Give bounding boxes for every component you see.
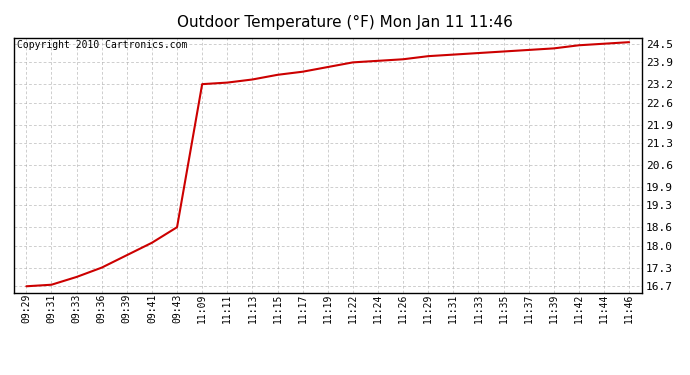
Text: Outdoor Temperature (°F) Mon Jan 11 11:46: Outdoor Temperature (°F) Mon Jan 11 11:4… (177, 15, 513, 30)
Text: Copyright 2010 Cartronics.com: Copyright 2010 Cartronics.com (17, 40, 187, 50)
